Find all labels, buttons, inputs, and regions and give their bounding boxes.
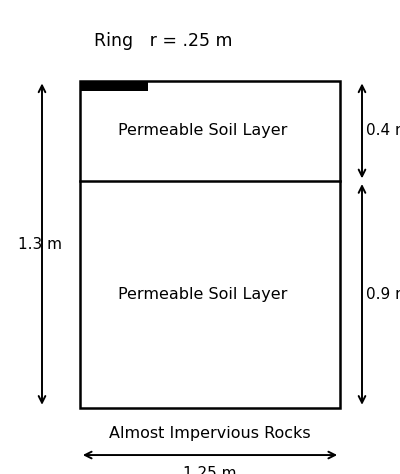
Bar (80, 81, 148, 91)
Text: 1.3 m: 1.3 m (18, 237, 62, 252)
Bar (80, 81, 340, 408)
Text: Almost Impervious Rocks: Almost Impervious Rocks (109, 426, 311, 441)
Text: 1.25 m: 1.25 m (183, 466, 237, 474)
Text: Ring   r = .25 m: Ring r = .25 m (94, 32, 232, 50)
Text: Permeable Soil Layer: Permeable Soil Layer (118, 123, 287, 138)
Text: Permeable Soil Layer: Permeable Soil Layer (118, 287, 287, 302)
Text: 0.9 m: 0.9 m (366, 287, 400, 302)
Text: 0.4 m: 0.4 m (366, 123, 400, 138)
